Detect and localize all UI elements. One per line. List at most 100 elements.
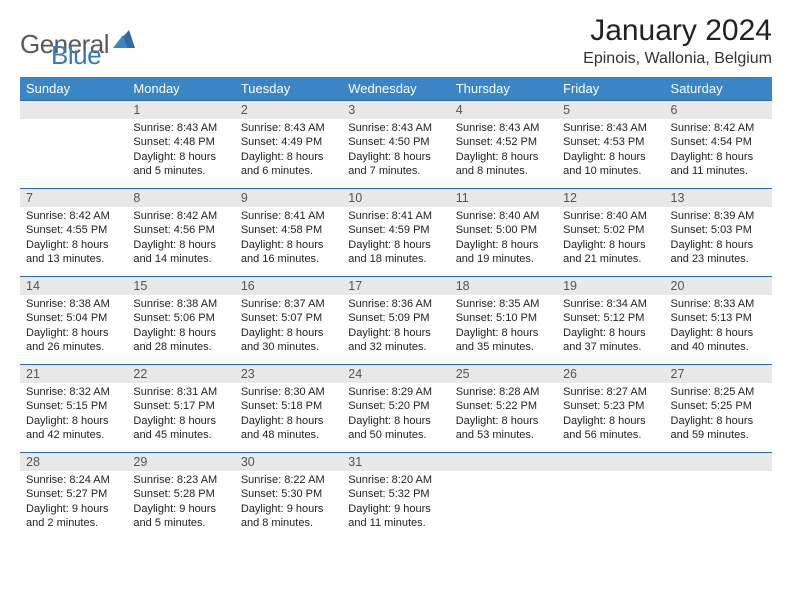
location-subtitle: Epinois, Wallonia, Belgium [583, 50, 772, 68]
daylight-line: Daylight: 8 hours and 13 minutes. [26, 238, 121, 267]
daylight-line: Daylight: 8 hours and 32 minutes. [348, 326, 443, 355]
weekday-header: Friday [557, 77, 664, 101]
day-details: Sunrise: 8:38 AMSunset: 5:06 PMDaylight:… [127, 295, 234, 360]
sunrise-line: Sunrise: 8:36 AM [348, 297, 443, 311]
day-number: 30 [235, 453, 342, 471]
daylight-line: Daylight: 9 hours and 2 minutes. [26, 502, 121, 531]
calendar-day-cell: 6Sunrise: 8:42 AMSunset: 4:54 PMDaylight… [665, 101, 772, 189]
daylight-line: Daylight: 8 hours and 42 minutes. [26, 414, 121, 443]
daylight-line: Daylight: 8 hours and 21 minutes. [563, 238, 658, 267]
daylight-line: Daylight: 8 hours and 48 minutes. [241, 414, 336, 443]
sunset-line: Sunset: 4:53 PM [563, 135, 658, 149]
calendar-empty-cell [665, 453, 772, 541]
day-number: 25 [450, 365, 557, 383]
day-number: 12 [557, 189, 664, 207]
sunrise-line: Sunrise: 8:22 AM [241, 473, 336, 487]
day-number: 9 [235, 189, 342, 207]
calendar-header-row: SundayMondayTuesdayWednesdayThursdayFrid… [20, 77, 772, 101]
calendar-day-cell: 21Sunrise: 8:32 AMSunset: 5:15 PMDayligh… [20, 365, 127, 453]
day-number: 15 [127, 277, 234, 295]
sunrise-line: Sunrise: 8:20 AM [348, 473, 443, 487]
daylight-line: Daylight: 8 hours and 50 minutes. [348, 414, 443, 443]
sunset-line: Sunset: 5:18 PM [241, 399, 336, 413]
calendar-week-row: 28Sunrise: 8:24 AMSunset: 5:27 PMDayligh… [20, 453, 772, 541]
sunrise-line: Sunrise: 8:35 AM [456, 297, 551, 311]
day-details: Sunrise: 8:42 AMSunset: 4:56 PMDaylight:… [127, 207, 234, 272]
calendar-day-cell: 5Sunrise: 8:43 AMSunset: 4:53 PMDaylight… [557, 101, 664, 189]
calendar-day-cell: 29Sunrise: 8:23 AMSunset: 5:28 PMDayligh… [127, 453, 234, 541]
day-number: 10 [342, 189, 449, 207]
day-number: 5 [557, 101, 664, 119]
day-details: Sunrise: 8:23 AMSunset: 5:28 PMDaylight:… [127, 471, 234, 536]
calendar-day-cell: 12Sunrise: 8:40 AMSunset: 5:02 PMDayligh… [557, 189, 664, 277]
day-number: 13 [665, 189, 772, 207]
day-number: 29 [127, 453, 234, 471]
daylight-line: Daylight: 8 hours and 5 minutes. [133, 150, 228, 179]
day-number: 7 [20, 189, 127, 207]
calendar-empty-cell [20, 101, 127, 189]
day-details: Sunrise: 8:41 AMSunset: 4:59 PMDaylight:… [342, 207, 449, 272]
calendar-day-cell: 9Sunrise: 8:41 AMSunset: 4:58 PMDaylight… [235, 189, 342, 277]
calendar-day-cell: 11Sunrise: 8:40 AMSunset: 5:00 PMDayligh… [450, 189, 557, 277]
sunrise-line: Sunrise: 8:37 AM [241, 297, 336, 311]
sunrise-line: Sunrise: 8:43 AM [241, 121, 336, 135]
calendar-day-cell: 18Sunrise: 8:35 AMSunset: 5:10 PMDayligh… [450, 277, 557, 365]
sunset-line: Sunset: 5:02 PM [563, 223, 658, 237]
weekday-header: Sunday [20, 77, 127, 101]
sunset-line: Sunset: 4:55 PM [26, 223, 121, 237]
daylight-line: Daylight: 8 hours and 53 minutes. [456, 414, 551, 443]
calendar-day-cell: 27Sunrise: 8:25 AMSunset: 5:25 PMDayligh… [665, 365, 772, 453]
daylight-line: Daylight: 8 hours and 16 minutes. [241, 238, 336, 267]
calendar-week-row: 14Sunrise: 8:38 AMSunset: 5:04 PMDayligh… [20, 277, 772, 365]
sunrise-line: Sunrise: 8:38 AM [26, 297, 121, 311]
calendar-day-cell: 26Sunrise: 8:27 AMSunset: 5:23 PMDayligh… [557, 365, 664, 453]
day-details: Sunrise: 8:40 AMSunset: 5:02 PMDaylight:… [557, 207, 664, 272]
day-details: Sunrise: 8:41 AMSunset: 4:58 PMDaylight:… [235, 207, 342, 272]
brand-mark-icon [113, 30, 135, 53]
brand-logo: General Blue [20, 14, 101, 71]
sunrise-line: Sunrise: 8:30 AM [241, 385, 336, 399]
sunset-line: Sunset: 5:25 PM [671, 399, 766, 413]
day-number [450, 453, 557, 471]
sunrise-line: Sunrise: 8:31 AM [133, 385, 228, 399]
day-details: Sunrise: 8:34 AMSunset: 5:12 PMDaylight:… [557, 295, 664, 360]
day-details: Sunrise: 8:43 AMSunset: 4:53 PMDaylight:… [557, 119, 664, 184]
daylight-line: Daylight: 8 hours and 11 minutes. [671, 150, 766, 179]
calendar-table: SundayMondayTuesdayWednesdayThursdayFrid… [20, 77, 772, 541]
day-details: Sunrise: 8:42 AMSunset: 4:54 PMDaylight:… [665, 119, 772, 184]
day-details: Sunrise: 8:42 AMSunset: 4:55 PMDaylight:… [20, 207, 127, 272]
sunrise-line: Sunrise: 8:43 AM [348, 121, 443, 135]
calendar-day-cell: 23Sunrise: 8:30 AMSunset: 5:18 PMDayligh… [235, 365, 342, 453]
daylight-line: Daylight: 8 hours and 40 minutes. [671, 326, 766, 355]
brand-text-blue: Blue [51, 40, 101, 71]
calendar-day-cell: 15Sunrise: 8:38 AMSunset: 5:06 PMDayligh… [127, 277, 234, 365]
day-details: Sunrise: 8:37 AMSunset: 5:07 PMDaylight:… [235, 295, 342, 360]
sunrise-line: Sunrise: 8:42 AM [671, 121, 766, 135]
sunset-line: Sunset: 4:49 PM [241, 135, 336, 149]
weekday-header: Thursday [450, 77, 557, 101]
sunset-line: Sunset: 5:15 PM [26, 399, 121, 413]
calendar-day-cell: 8Sunrise: 8:42 AMSunset: 4:56 PMDaylight… [127, 189, 234, 277]
day-details: Sunrise: 8:43 AMSunset: 4:48 PMDaylight:… [127, 119, 234, 184]
calendar-day-cell: 31Sunrise: 8:20 AMSunset: 5:32 PMDayligh… [342, 453, 449, 541]
calendar-day-cell: 13Sunrise: 8:39 AMSunset: 5:03 PMDayligh… [665, 189, 772, 277]
sunset-line: Sunset: 4:59 PM [348, 223, 443, 237]
sunset-line: Sunset: 4:48 PM [133, 135, 228, 149]
daylight-line: Daylight: 8 hours and 59 minutes. [671, 414, 766, 443]
sunset-line: Sunset: 5:03 PM [671, 223, 766, 237]
sunrise-line: Sunrise: 8:43 AM [563, 121, 658, 135]
calendar-week-row: 7Sunrise: 8:42 AMSunset: 4:55 PMDaylight… [20, 189, 772, 277]
sunset-line: Sunset: 5:30 PM [241, 487, 336, 501]
day-number: 26 [557, 365, 664, 383]
day-number: 31 [342, 453, 449, 471]
day-number [20, 101, 127, 119]
day-details: Sunrise: 8:29 AMSunset: 5:20 PMDaylight:… [342, 383, 449, 448]
daylight-line: Daylight: 8 hours and 37 minutes. [563, 326, 658, 355]
sunset-line: Sunset: 5:09 PM [348, 311, 443, 325]
sunrise-line: Sunrise: 8:43 AM [133, 121, 228, 135]
sunrise-line: Sunrise: 8:41 AM [241, 209, 336, 223]
sunset-line: Sunset: 5:07 PM [241, 311, 336, 325]
day-details: Sunrise: 8:43 AMSunset: 4:52 PMDaylight:… [450, 119, 557, 184]
day-details: Sunrise: 8:43 AMSunset: 4:50 PMDaylight:… [342, 119, 449, 184]
title-block: January 2024 Epinois, Wallonia, Belgium [583, 14, 772, 68]
